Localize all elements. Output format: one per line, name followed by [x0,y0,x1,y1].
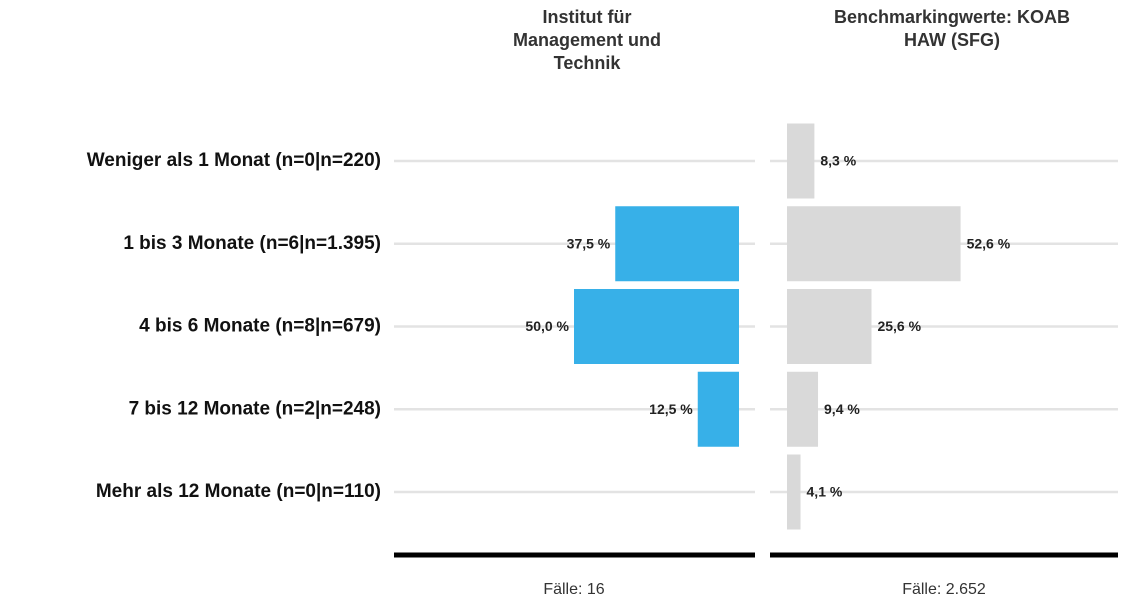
value-label: 50,0 % [525,318,569,334]
value-label: 9,4 % [824,401,860,417]
cases-label: Fälle: 2.652 [902,581,986,598]
bar [787,454,801,530]
category-label: 1 bis 3 Monate (n=6|n=1.395) [123,233,381,254]
bar [787,123,815,199]
category-label: Mehr als 12 Monate (n=0|n=110) [96,481,381,502]
value-label: 12,5 % [649,401,693,417]
value-label: 37,5 % [567,235,611,251]
panel-title: Benchmarkingwerte: KOAB HAW (SFG) [833,7,1071,50]
cases-label: Fälle: 16 [543,581,604,598]
value-label: 25,6 % [877,318,921,334]
category-label: 4 bis 6 Monate (n=8|n=679) [139,316,381,337]
bar [574,289,739,364]
bar [787,289,872,364]
category-label: 7 bis 12 Monate (n=2|n=248) [129,398,381,419]
bar [787,371,819,447]
bar [697,371,739,447]
value-label: 52,6 % [967,235,1011,251]
bar [787,206,961,282]
value-label: 4,1 % [807,484,843,500]
bar [615,206,739,282]
panel-title: Institut für Management und Technik [512,7,661,73]
value-label: 8,3 % [820,153,856,169]
category-label: Weniger als 1 Monat (n=0|n=220) [87,150,381,171]
